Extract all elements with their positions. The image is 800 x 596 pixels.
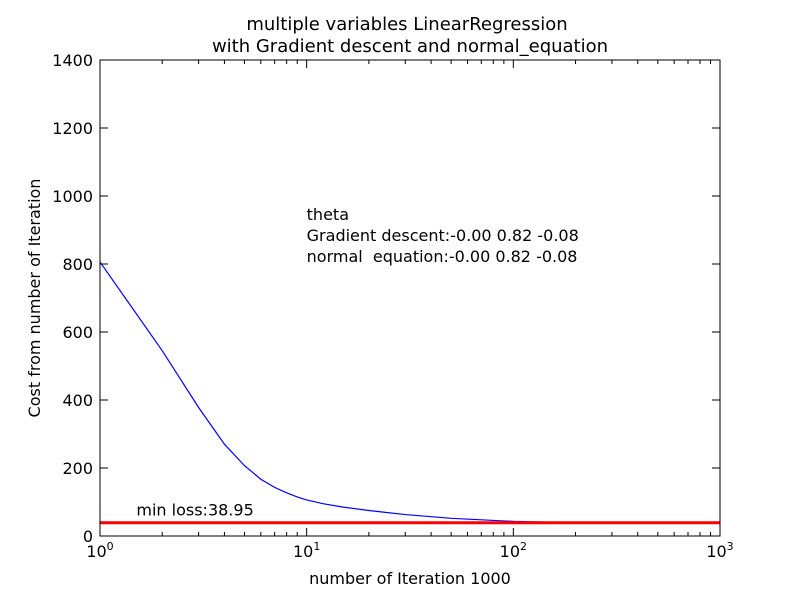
y-tick-label: 1200: [52, 119, 93, 138]
y-tick-label: 1400: [52, 51, 93, 70]
y-tick-label: 600: [62, 323, 93, 342]
x-axis-label: number of Iteration 1000: [309, 569, 511, 588]
plot-area: [99, 261, 720, 525]
chart-subtitle: with Gradient descent and normal_equatio…: [212, 36, 608, 57]
x-tick-label: 100: [86, 540, 113, 561]
x-tick-label: 102: [500, 540, 527, 561]
annotation-min-loss: min loss:38.95: [136, 501, 253, 520]
annotation-theta-title: theta: [307, 205, 349, 224]
axis-ticks: 0 200 400 600 800 1000 1200 1400 100 101 102 103: [52, 51, 733, 561]
y-tick-label: 800: [62, 255, 93, 274]
x-tick-label: 101: [293, 540, 320, 561]
annotations: min loss:38.95 theta Gradient descent:-0.0…: [136, 205, 578, 520]
annotation-theta-ne: normal equation:-0.00 0.82 -0.08: [307, 247, 578, 266]
y-tick-label: 1000: [52, 187, 93, 206]
annotation-theta-gd: Gradient descent:-0.00 0.82 -0.08: [307, 226, 579, 245]
y-axis-label: Cost from number of Iteration: [25, 179, 44, 418]
y-tick-label: 200: [62, 459, 93, 478]
y-tick-label: 0: [83, 527, 93, 546]
x-tick-label: 103: [706, 540, 733, 561]
chart-title: multiple variables LinearRegression: [246, 14, 567, 35]
y-tick-label: 400: [62, 391, 93, 410]
axes-frame: [99, 59, 721, 537]
